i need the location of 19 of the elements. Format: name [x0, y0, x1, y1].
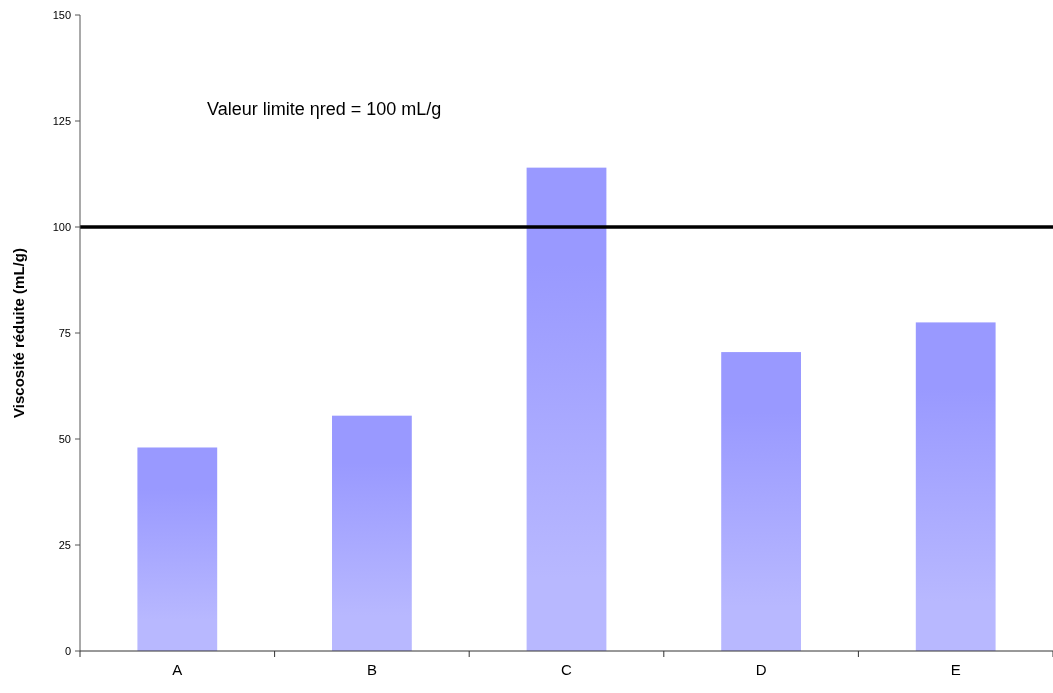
y-axis-title: Viscosité réduite (mL/g) — [10, 248, 27, 418]
bar — [526, 167, 607, 651]
y-tick-label: 125 — [52, 114, 71, 127]
y-tick-label: 50 — [58, 432, 71, 445]
y-tick-label: 75 — [58, 326, 71, 339]
bar — [137, 447, 218, 651]
x-tick-label: E — [950, 661, 961, 678]
x-tick-label: C — [561, 661, 573, 678]
bar — [915, 322, 996, 651]
y-tick-label: 100 — [52, 220, 71, 233]
y-tick-label: 150 — [52, 8, 71, 21]
x-tick-label: A — [172, 661, 183, 678]
x-tick-label: D — [755, 661, 767, 678]
y-tick-label: 25 — [58, 538, 71, 551]
x-tick-label: B — [366, 661, 377, 678]
bar — [332, 415, 412, 651]
y-tick-label: 0 — [64, 644, 71, 657]
ref-line-label: Valeur limite ηred = 100 mL/g — [207, 99, 442, 119]
bar — [721, 352, 801, 651]
